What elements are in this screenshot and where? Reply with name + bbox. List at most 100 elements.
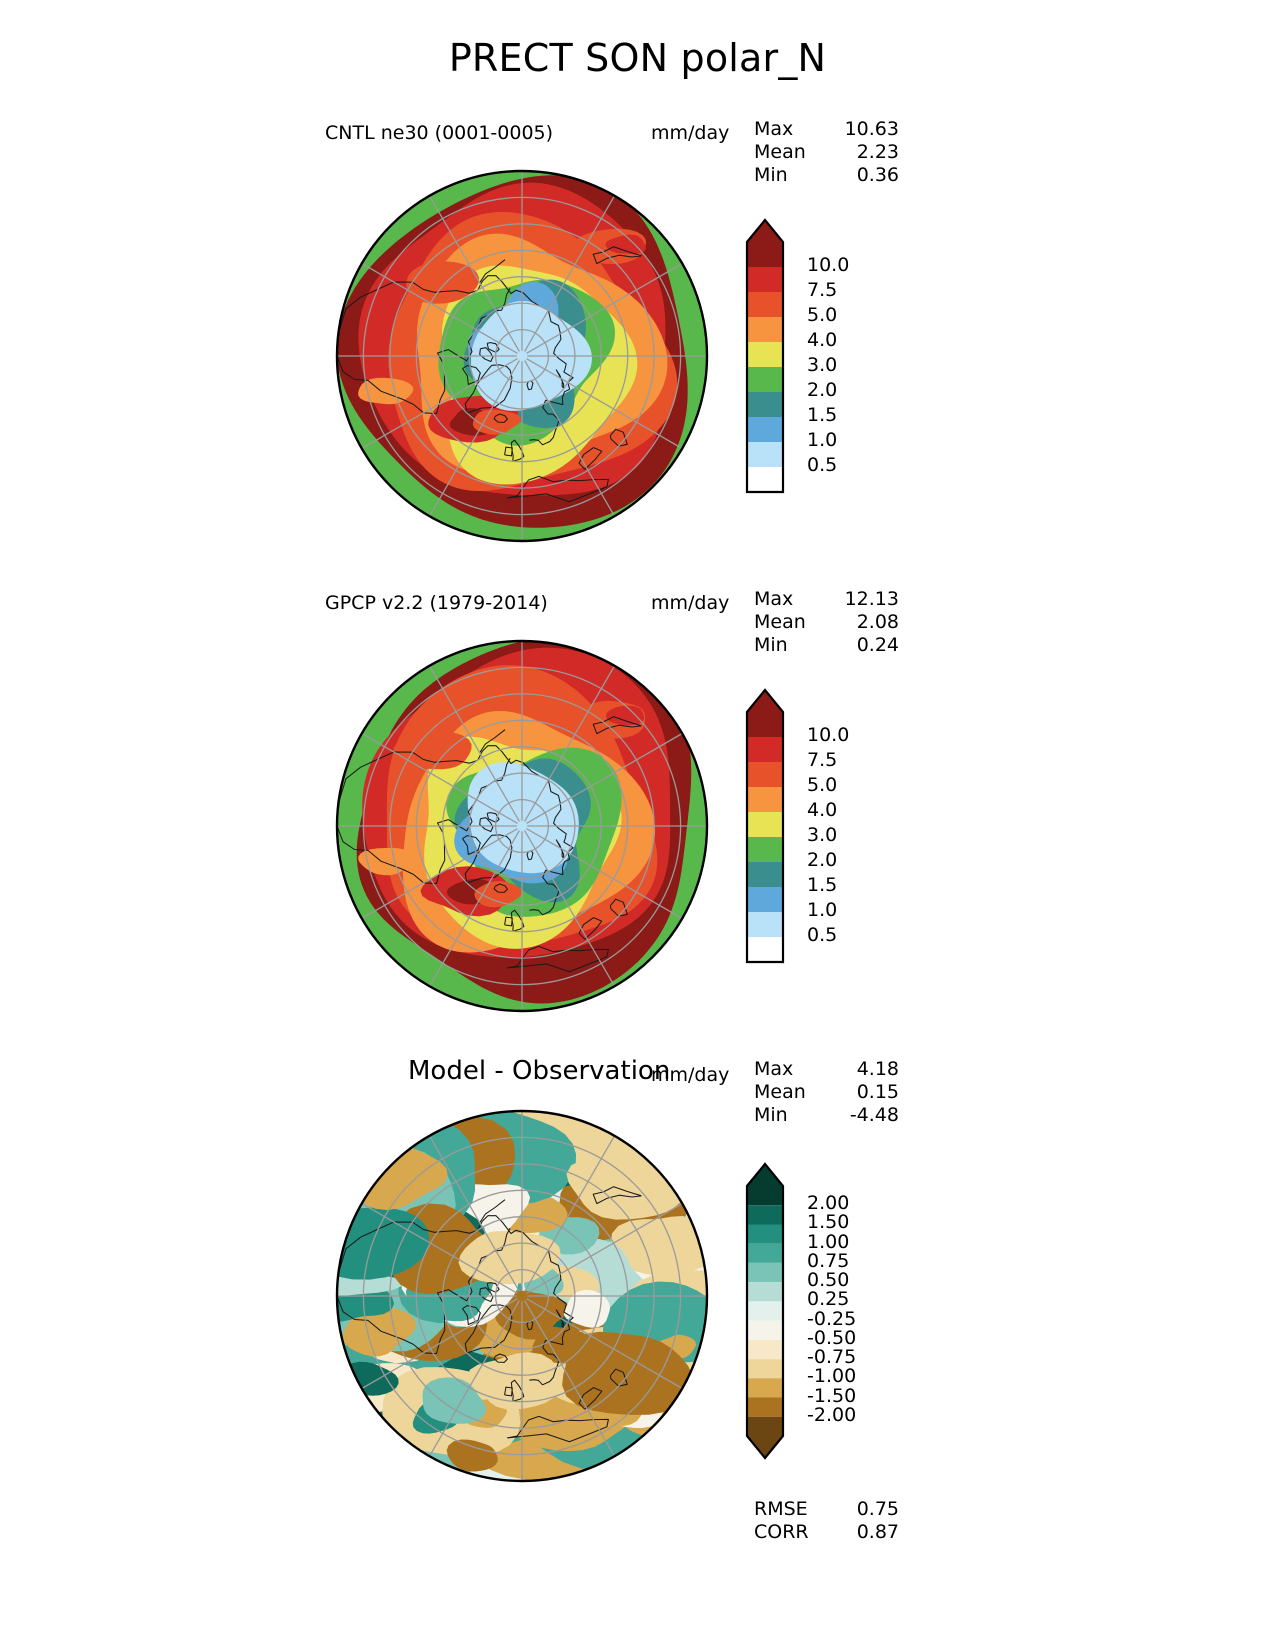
colorbar-outline xyxy=(745,1162,785,1460)
stat-row: Max 12.13 xyxy=(754,588,899,611)
colorbar-band xyxy=(747,367,783,392)
colorbar-band xyxy=(747,1262,783,1283)
graticule-meridian xyxy=(361,1202,518,1294)
coastline xyxy=(337,1215,574,1386)
colorbar-band xyxy=(747,1320,783,1340)
coastline xyxy=(592,1186,642,1205)
graticule-meridian xyxy=(524,360,616,517)
stat-value: 10.63 xyxy=(844,118,899,140)
colorbar-cntl: 10.0 7.5 5.0 4.0 3.0 2.0 1.5 1.0 0.5 xyxy=(745,218,849,494)
colorbar-band xyxy=(747,1397,783,1417)
colorbar-band xyxy=(747,1378,783,1398)
coastline xyxy=(504,916,513,927)
coastline xyxy=(479,1287,494,1303)
colorbar-tick-label: 5.0 xyxy=(807,304,838,326)
stat-row: Mean 0.15 xyxy=(754,1081,899,1104)
colorbar-swatches xyxy=(745,1162,785,1460)
panel-case-title: Model - Observation xyxy=(408,1056,671,1086)
coastline xyxy=(337,275,574,446)
colorbar-tick-label: -0.25 xyxy=(807,1307,857,1330)
stat-row: Min 0.36 xyxy=(754,164,899,187)
coastline xyxy=(479,347,494,363)
coastline xyxy=(493,1353,508,1363)
coastline xyxy=(609,898,628,917)
stat-key: Min xyxy=(754,1104,788,1126)
colorbar-band xyxy=(747,1359,783,1379)
contour-patch xyxy=(406,261,480,304)
colorbar-swatches xyxy=(745,218,785,494)
polar-map-gpcp xyxy=(322,630,722,1020)
colorbar-band xyxy=(747,837,783,862)
graticule-meridian xyxy=(428,1135,520,1292)
colorbar-tick-label: 2.0 xyxy=(807,379,838,401)
colorbar-band xyxy=(747,292,783,317)
colorbar-band xyxy=(747,1339,783,1360)
coastline xyxy=(479,729,506,754)
colorbar-tick-label: 1.50 xyxy=(807,1211,850,1234)
stat-value: 0.24 xyxy=(856,634,899,656)
coastline xyxy=(479,817,494,833)
graticule-meridian xyxy=(428,830,520,987)
graticule-meridian xyxy=(524,1135,616,1292)
contour-patch xyxy=(472,409,522,435)
panel-case-title: CNTL ne30 (0001-0005) xyxy=(325,122,554,144)
coastline xyxy=(592,716,642,735)
coastline xyxy=(504,446,513,457)
contour-patch xyxy=(392,731,472,770)
panel-header: CNTL ne30 (0001-0005) mm/day Max 10.63 M… xyxy=(0,110,1275,186)
coastline xyxy=(486,812,500,823)
panel-units-label: mm/day xyxy=(651,592,730,614)
colorbar-diff: 2.00 1.50 1.00 0.75 0.50 0.25 -0.25 -0.50 -0.75-… xyxy=(745,1162,856,1460)
stat-row: Min -4.48 xyxy=(754,1104,899,1127)
graticule-meridian xyxy=(361,1298,518,1390)
colorbar-tick-label: 1.0 xyxy=(807,899,838,921)
coastline xyxy=(555,839,565,859)
colorbar-tick-label: 3.0 xyxy=(807,824,838,846)
graticule-meridian xyxy=(526,1202,683,1294)
coastline xyxy=(578,917,603,940)
stat-key: Max xyxy=(754,588,794,610)
colorbar-band xyxy=(747,1224,783,1244)
diff-summary-stats: RMSE 0.75 CORR 0.87 xyxy=(754,1498,899,1544)
coastline xyxy=(555,1309,565,1329)
map-canvas xyxy=(335,639,709,1013)
stat-value: 12.13 xyxy=(844,588,899,610)
coastline xyxy=(462,835,481,856)
coastline xyxy=(486,342,500,353)
graticule-meridian xyxy=(361,732,518,824)
graticule-meridian xyxy=(361,358,518,450)
colorbar-tick-label: 0.25 xyxy=(807,1288,850,1311)
colorbar-tick-label: -1.50 xyxy=(807,1384,857,1407)
graticule-meridian xyxy=(428,360,520,517)
graticule-meridian xyxy=(526,262,683,354)
colorbar-band xyxy=(747,1164,783,1206)
colorbar-tick-label: -1.00 xyxy=(807,1365,857,1388)
colorbar-tick-label: 7.5 xyxy=(807,279,838,301)
coastline xyxy=(493,883,508,893)
graticule-meridian xyxy=(524,195,616,352)
colorbar-band xyxy=(747,442,783,467)
colorbar-band xyxy=(747,812,783,837)
stat-key: Mean xyxy=(754,141,806,163)
coastline xyxy=(592,246,642,265)
colorbar-tick-label: 5.0 xyxy=(807,774,838,796)
colorbar-tick-label: 1.00 xyxy=(807,1230,850,1253)
contour-patch xyxy=(562,1331,695,1415)
map-boundary xyxy=(335,1109,709,1483)
coastline xyxy=(609,428,628,447)
graticule-meridian xyxy=(526,358,683,450)
stat-value: 0.36 xyxy=(856,164,899,186)
colorbar-band xyxy=(747,467,783,492)
contour-patch xyxy=(606,705,645,726)
stat-key: CORR xyxy=(754,1521,809,1543)
stat-key: Mean xyxy=(754,1081,806,1103)
colorbar-band xyxy=(747,787,783,812)
stat-key: Max xyxy=(754,118,794,140)
stat-value: 0.75 xyxy=(856,1498,899,1520)
colorbar-band xyxy=(747,690,783,737)
graticule-meridian xyxy=(526,1298,683,1390)
graticule-meridian xyxy=(361,262,518,354)
panel-stats: Max 10.63 Mean 2.23 Min 0.36 xyxy=(754,118,899,187)
colorbar-band xyxy=(747,1301,783,1321)
colorbar-outline xyxy=(745,218,785,494)
